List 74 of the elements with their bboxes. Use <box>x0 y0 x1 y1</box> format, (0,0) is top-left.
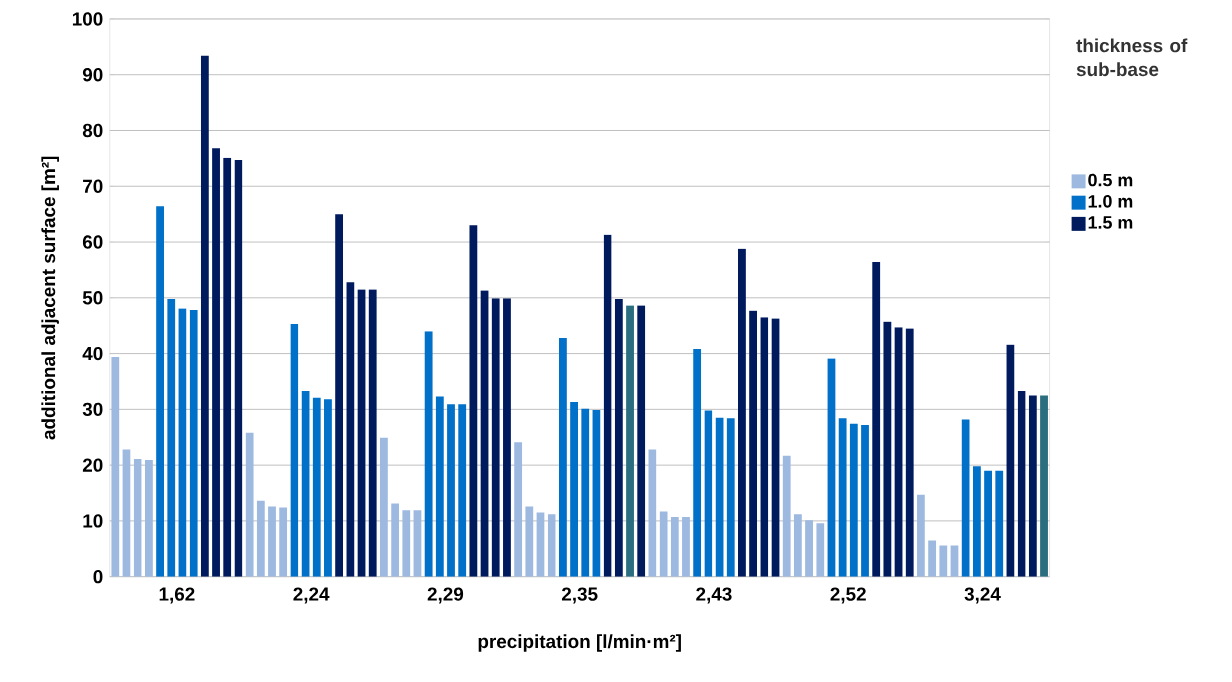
bar <box>648 449 657 577</box>
x-tick-label: 2,24 <box>293 587 330 604</box>
bar <box>1028 395 1037 577</box>
y-tick-label: 70 <box>83 179 103 193</box>
bar <box>335 213 344 577</box>
bar <box>1040 395 1048 577</box>
bar <box>838 418 847 577</box>
bar <box>324 399 332 577</box>
y-tick-label: 50 <box>82 290 103 305</box>
bar <box>670 516 679 577</box>
bar <box>726 418 735 577</box>
bar <box>145 459 153 577</box>
bar <box>245 432 254 577</box>
bar <box>749 310 758 577</box>
bar <box>200 55 209 577</box>
legend-label: 1.5 m <box>1088 216 1133 229</box>
x-tick-label: 2,35 <box>561 587 598 604</box>
bar <box>570 401 579 577</box>
y-tick-label: 60 <box>82 235 103 249</box>
bar <box>458 404 467 577</box>
bar <box>156 206 165 577</box>
y-tick-label: 80 <box>82 123 103 137</box>
bar <box>503 298 511 577</box>
bar <box>111 356 120 577</box>
y-tick-label: 0 <box>93 569 103 584</box>
bar <box>189 309 198 577</box>
x-tick-label: 2,43 <box>696 587 732 604</box>
bar <box>167 298 176 577</box>
bar <box>995 470 1004 577</box>
bar <box>514 442 523 577</box>
bar <box>626 305 634 577</box>
bar <box>883 321 892 577</box>
y-tick-label: 90 <box>82 67 103 82</box>
bar <box>558 337 567 577</box>
x-tick-label: 2,29 <box>427 587 464 604</box>
bar <box>469 225 478 577</box>
bar <box>984 470 992 577</box>
bar <box>939 545 948 577</box>
bar <box>368 289 377 577</box>
bar <box>849 423 858 577</box>
bar <box>424 331 433 577</box>
bar <box>614 298 623 577</box>
bar <box>693 348 702 577</box>
bar <box>972 466 981 577</box>
bar <box>738 248 746 577</box>
y-tick-label: 100 <box>72 12 103 26</box>
bar <box>782 455 791 577</box>
bar <box>659 511 668 577</box>
legend-label: 0.5 m <box>1088 173 1133 187</box>
x-tick-label: 2,52 <box>830 587 866 604</box>
legend-title: thickness of sub-base <box>1076 38 1188 76</box>
bar <box>805 520 813 577</box>
bar <box>268 506 276 577</box>
y-tick-label: 30 <box>82 402 103 416</box>
y-axis-title: additional adjacent surface [m²] <box>41 156 59 440</box>
y-tick-label: 10 <box>83 514 103 528</box>
bar <box>793 513 802 577</box>
bar <box>312 397 321 577</box>
bar <box>256 500 265 577</box>
bar <box>581 408 590 577</box>
x-axis-title: precipitation [l/min·m²] <box>478 634 681 652</box>
bar <box>279 507 288 577</box>
bar <box>682 516 690 577</box>
legend-label: 1.0 m <box>1088 194 1133 208</box>
bar <box>223 157 232 577</box>
bar <box>637 305 646 577</box>
bar <box>212 148 220 577</box>
bar <box>379 437 388 577</box>
bar <box>928 540 937 577</box>
y-tick-label: 20 <box>82 458 103 472</box>
y-tick-label: 40 <box>82 346 103 361</box>
bar <box>525 506 534 577</box>
x-tick-label: 1,62 <box>159 587 195 604</box>
x-tick-label: 3,24 <box>964 587 1001 604</box>
